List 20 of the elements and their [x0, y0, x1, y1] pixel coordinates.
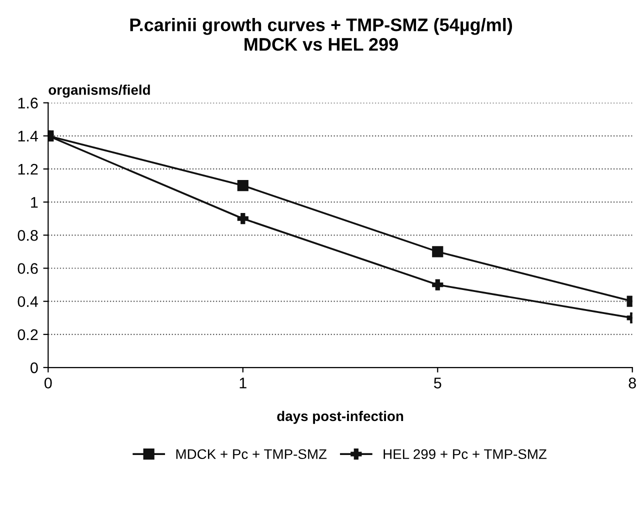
- y-tick-label: 1.6: [18, 98, 38, 108]
- legend-label: MDCK + Pc + TMP-SMZ: [176, 449, 327, 460]
- x-axis-title: days post-infection: [277, 410, 404, 424]
- point: [432, 246, 444, 258]
- x-tick-label: 1: [240, 378, 246, 388]
- y-tick-label: 0: [30, 362, 38, 374]
- x-tick-label: 8: [628, 378, 636, 388]
- legend-label: HEL 299 + Pc + TMP-SMZ: [384, 449, 547, 460]
- chart-title: P.carinii growth curves + TMP-SMZ (54µg/ml) MDCK vs HEL 299: [130, 18, 512, 51]
- y-axis-title: organisms/field: [48, 84, 150, 98]
- y-tick-label: 1.4: [18, 130, 38, 142]
- point: [237, 180, 248, 192]
- y-tick-label: 0.6: [18, 263, 38, 274]
- y-tick-label: 0.8: [18, 230, 38, 241]
- y-tick-label: 1.2: [18, 164, 38, 175]
- y-tick-label: 0.4: [18, 296, 38, 308]
- y-tick-label: 1: [31, 197, 38, 208]
- x-tick-label: 0: [44, 378, 52, 388]
- x-tick-label: 5: [434, 378, 442, 388]
- y-tick-label: 0.2: [18, 329, 38, 340]
